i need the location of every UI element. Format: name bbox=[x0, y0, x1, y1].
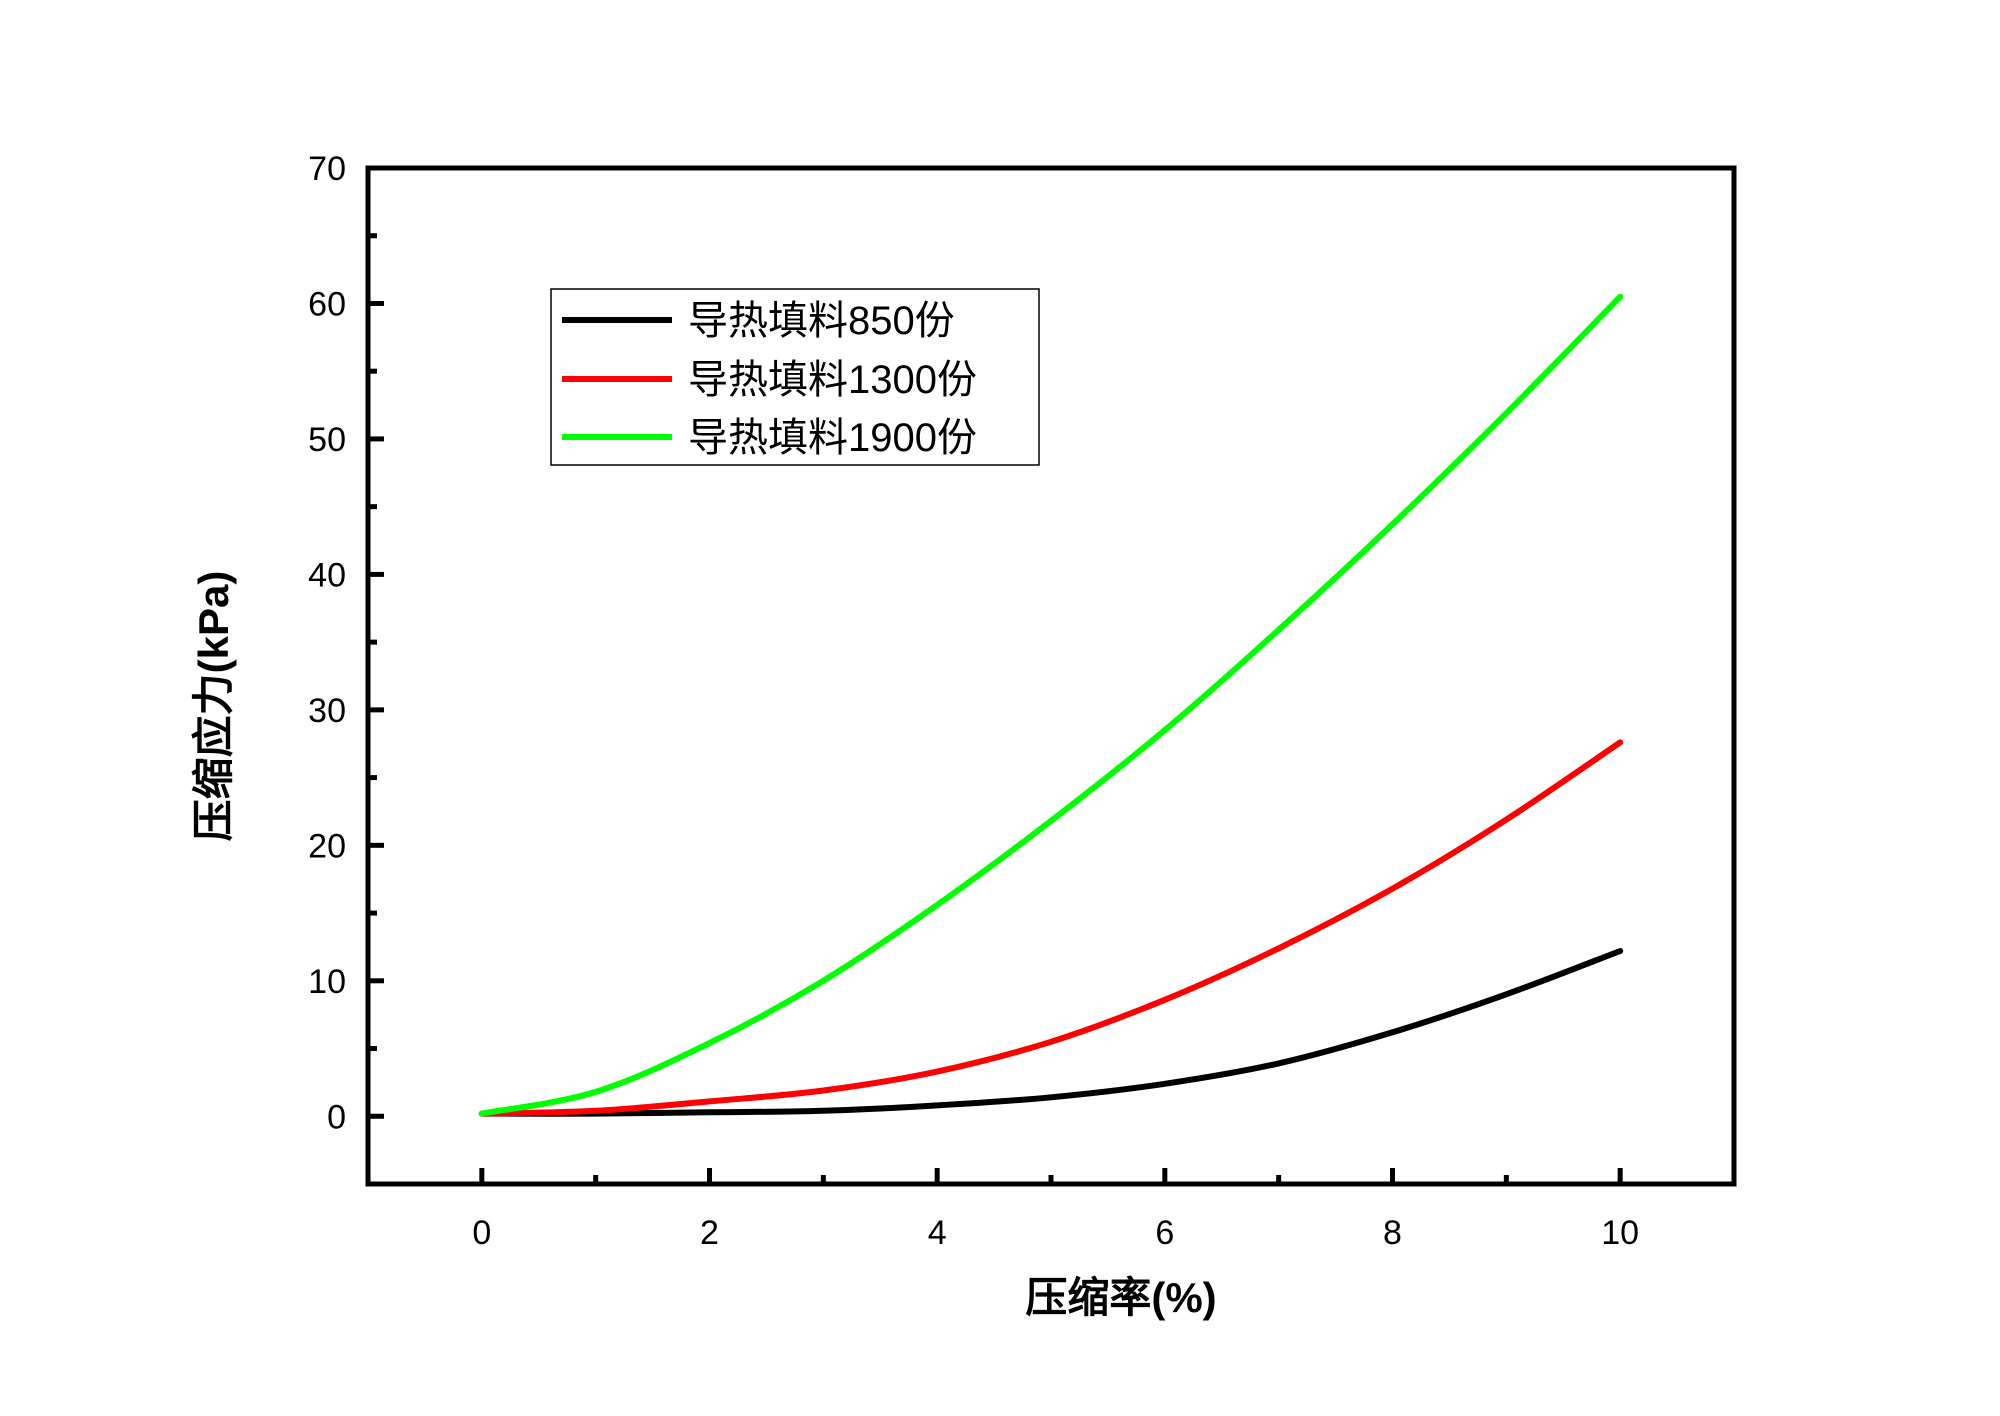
legend-label-0: 导热填料850份 bbox=[688, 299, 955, 343]
y-axis-ticks: 0 10 20 30 40 50 60 70 bbox=[308, 150, 384, 1136]
legend-label-1: 导热填料1300份 bbox=[688, 358, 977, 402]
y-tick-label: 10 bbox=[308, 963, 346, 1001]
y-tick-label: 50 bbox=[308, 421, 346, 459]
series-lines bbox=[478, 293, 1624, 1117]
y-axis-label: 压缩应力(kPa) bbox=[190, 571, 237, 842]
x-tick-label: 0 bbox=[472, 1214, 491, 1252]
legend-label-2: 导热填料1900份 bbox=[688, 416, 977, 460]
x-tick-label: 2 bbox=[700, 1214, 719, 1252]
x-axis-ticks: 0 2 4 6 8 10 bbox=[472, 1168, 1639, 1252]
series-line-1 bbox=[478, 739, 1624, 1117]
x-tick-label: 4 bbox=[928, 1214, 947, 1252]
series-line-2 bbox=[478, 293, 1624, 1117]
x-axis-label: 压缩率(%) bbox=[1025, 1274, 1216, 1321]
x-tick-label: 8 bbox=[1383, 1214, 1402, 1252]
legend: 导热填料850份 导热填料1300份 导热填料1900份 bbox=[550, 288, 1040, 466]
series-line-0 bbox=[478, 948, 1624, 1117]
y-tick-label: 40 bbox=[308, 556, 346, 594]
y-tick-label: 30 bbox=[308, 692, 346, 730]
y-tick-label: 0 bbox=[327, 1098, 346, 1136]
y-tick-label: 20 bbox=[308, 827, 346, 865]
x-tick-label: 10 bbox=[1601, 1214, 1639, 1252]
x-tick-label: 6 bbox=[1155, 1214, 1174, 1252]
y-tick-label: 60 bbox=[308, 285, 346, 323]
y-tick-label: 70 bbox=[308, 150, 346, 188]
